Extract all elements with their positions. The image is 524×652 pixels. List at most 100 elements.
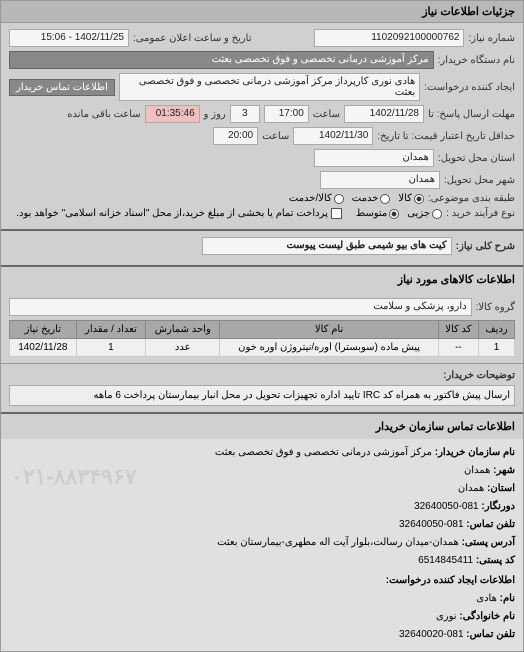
contact-section: ۰۲۱-۸۸۳۴۹۶۷ نام سازمان خریدار: مرکز آموز… xyxy=(1,439,523,651)
requester-label: ایجاد کننده درخواست: xyxy=(424,82,515,93)
goods-group-field: دارو، پزشکی و سلامت xyxy=(9,298,472,316)
td-unit: عدد xyxy=(146,339,220,357)
radio-label: جزیی xyxy=(407,208,430,219)
family-value: نوری xyxy=(436,611,457,622)
td-code: -- xyxy=(438,339,478,357)
th-unit: واحد شمارش xyxy=(146,321,220,339)
phone-label: تلفن تماس: xyxy=(466,519,515,530)
th-qty: تعداد / مقدار xyxy=(76,321,145,339)
th-name: نام کالا xyxy=(220,321,438,339)
row-delivery-province: استان محل تحویل: همدان xyxy=(9,149,515,167)
province-label: استان: xyxy=(487,483,515,494)
city-label: شهر: xyxy=(493,465,515,476)
delivery-city-field: همدان xyxy=(320,171,440,189)
row-goods-group: گروه کالا: دارو، پزشکی و سلامت xyxy=(9,298,515,316)
td-qty: 1 xyxy=(76,339,145,357)
td-date: 1402/11/28 xyxy=(10,339,77,357)
phone-value: 081-32640050 xyxy=(399,519,464,530)
process-radio-group: جزیی متوسط xyxy=(356,208,442,219)
req-number-field: 1102092100000762 xyxy=(314,29,464,47)
row-validity: حداقل تاریخ اعتبار قیمت: تا تاریخ: 1402/… xyxy=(9,127,515,145)
desc-field: ارسال پیش فاکتور به همراه کد IRC تایید ا… xyxy=(9,385,515,406)
radio-label: متوسط xyxy=(356,208,387,219)
time-label-1: ساعت xyxy=(313,109,340,120)
category-radio-both[interactable]: کالا/خدمت xyxy=(289,193,344,204)
row-process: نوع فرآیند خرید : جزیی متوسط پرداخت تمام… xyxy=(9,208,515,219)
goods-section-title: اطلاعات کالاهای مورد نیاز xyxy=(1,265,523,292)
td-name: پیش ماده (سوبسترا) اوره/نیتروژن اوره خون xyxy=(220,339,438,357)
row-category: طبقه بندی موضوعی: کالا خدمت کالا/خدمت xyxy=(9,193,515,204)
buyer-field: مرکز آموزشی درمانی تخصصی و فوق تخصصی بعث… xyxy=(9,51,434,69)
delivery-province-label: استان محل تحویل: xyxy=(438,153,515,164)
validity-time-field: 20:00 xyxy=(213,127,258,145)
need-title-field: کیت های بیو شیمی طبق لیست پیوست xyxy=(202,237,452,255)
row-deadline: مهلت ارسال پاسخ: تا 1402/11/28 ساعت 17:0… xyxy=(9,105,515,123)
org-label: نام سازمان خریدار: xyxy=(435,447,515,458)
category-label: طبقه بندی موضوعی: xyxy=(428,193,515,204)
category-radio-kala[interactable]: کالا xyxy=(398,193,424,204)
creator-section-title: اطلاعات ایجاد کننده درخواست: xyxy=(9,573,515,589)
goods-group-label: گروه کالا: xyxy=(476,302,515,313)
address-label: آدرس پستی: xyxy=(462,537,515,548)
name-label: نام: xyxy=(500,593,515,604)
delivery-city-label: شهر محل تحویل: xyxy=(444,175,515,186)
panel-body: شماره نیاز: 1102092100000762 تاریخ و ساع… xyxy=(1,23,523,229)
radio-label: کالا/خدمت xyxy=(289,193,332,204)
province-value: همدان xyxy=(458,483,484,494)
desc-section: توضیحات خریدار: ارسال پیش فاکتور به همرا… xyxy=(1,363,523,412)
row-delivery-city: شهر محل تحویل: همدان xyxy=(9,171,515,189)
postal-value: 6514845411 xyxy=(418,555,473,566)
radio-dot-icon xyxy=(380,194,390,204)
radio-dot-icon xyxy=(414,194,424,204)
th-code: کد کالا xyxy=(438,321,478,339)
need-section: شرح کلی نیاز: کیت های بیو شیمی طبق لیست … xyxy=(1,229,523,265)
buyer-label: نام دستگاه خریدار: xyxy=(438,55,515,66)
row-buyer: نام دستگاه خریدار: مرکز آموزشی درمانی تخ… xyxy=(9,51,515,69)
radio-dot-icon xyxy=(432,209,442,219)
goods-body: گروه کالا: دارو، پزشکی و سلامت ردیف کد ک… xyxy=(1,292,523,363)
radio-dot-icon xyxy=(389,209,399,219)
process-radio-minor[interactable]: جزیی xyxy=(407,208,442,219)
dornegar-label: دورنگار: xyxy=(481,501,515,512)
process-label: نوع فرآیند خرید : xyxy=(446,208,515,219)
row-req-number: شماره نیاز: 1102092100000762 تاریخ و ساع… xyxy=(9,29,515,47)
deadline-label: مهلت ارسال پاسخ: تا xyxy=(428,109,515,120)
process-note: پرداخت تمام یا بخشی از مبلغ خرید،از محل … xyxy=(16,208,328,219)
table-header-row: ردیف کد کالا نام کالا واحد شمارش تعداد /… xyxy=(10,321,515,339)
row-requester: ایجاد کننده درخواست: هادی نوری کارپرداز … xyxy=(9,73,515,101)
deadline-time-field: 17:00 xyxy=(264,105,309,123)
name-value: هادی xyxy=(476,593,497,604)
th-date: تاریخ نیاز xyxy=(10,321,77,339)
validity-label: حداقل تاریخ اعتبار قیمت: تا تاریخ: xyxy=(377,131,515,142)
validity-date-field: 1402/11/30 xyxy=(293,127,373,145)
dornegar-value: 081-32640050 xyxy=(414,501,479,512)
city-value: همدان xyxy=(464,465,490,476)
req-number-label: شماره نیاز: xyxy=(468,33,515,44)
announce-label: تاریخ و ساعت اعلان عمومی: xyxy=(133,33,252,44)
radio-dot-icon xyxy=(334,194,344,204)
creator-phone-value: 081-32640020 xyxy=(399,629,464,640)
remaining-label: ساعت باقی مانده xyxy=(67,109,140,120)
requester-field: هادی نوری کارپرداز مرکز آموزشی درمانی تخ… xyxy=(119,73,420,101)
desc-label: توضیحات خریدار: xyxy=(443,370,515,381)
goods-table: ردیف کد کالا نام کالا واحد شمارش تعداد /… xyxy=(9,320,515,357)
time-label-2: ساعت xyxy=(262,131,289,142)
org-value: مرکز آموزشی درمانی تخصصی و فوق تخصصی بعث… xyxy=(215,447,432,458)
family-label: نام خانوادگی: xyxy=(459,611,515,622)
category-radio-group: کالا خدمت کالا/خدمت xyxy=(289,193,424,204)
panel-title: جزئیات اطلاعات نیاز xyxy=(1,1,523,23)
announce-field: 1402/11/25 - 15:06 xyxy=(9,29,129,47)
category-radio-khedmat[interactable]: خدمت xyxy=(352,193,391,204)
days-label: روز و xyxy=(204,109,226,120)
delivery-province-field: همدان xyxy=(314,149,434,167)
postal-label: کد پستی: xyxy=(476,555,515,566)
th-row: ردیف xyxy=(479,321,515,339)
remaining-time-field: 01:35:46 xyxy=(145,105,200,123)
contact-button[interactable]: اطلاعات تماس خریدار xyxy=(9,79,115,96)
need-title-label: شرح کلی نیاز: xyxy=(456,241,515,252)
main-panel: جزئیات اطلاعات نیاز شماره نیاز: 11020921… xyxy=(0,0,524,652)
radio-label: خدمت xyxy=(352,193,379,204)
treasury-checkbox[interactable]: پرداخت تمام یا بخشی از مبلغ خرید،از محل … xyxy=(16,208,342,219)
process-radio-medium[interactable]: متوسط xyxy=(356,208,399,219)
contact-section-title: اطلاعات تماس سازمان خریدار xyxy=(1,412,523,439)
